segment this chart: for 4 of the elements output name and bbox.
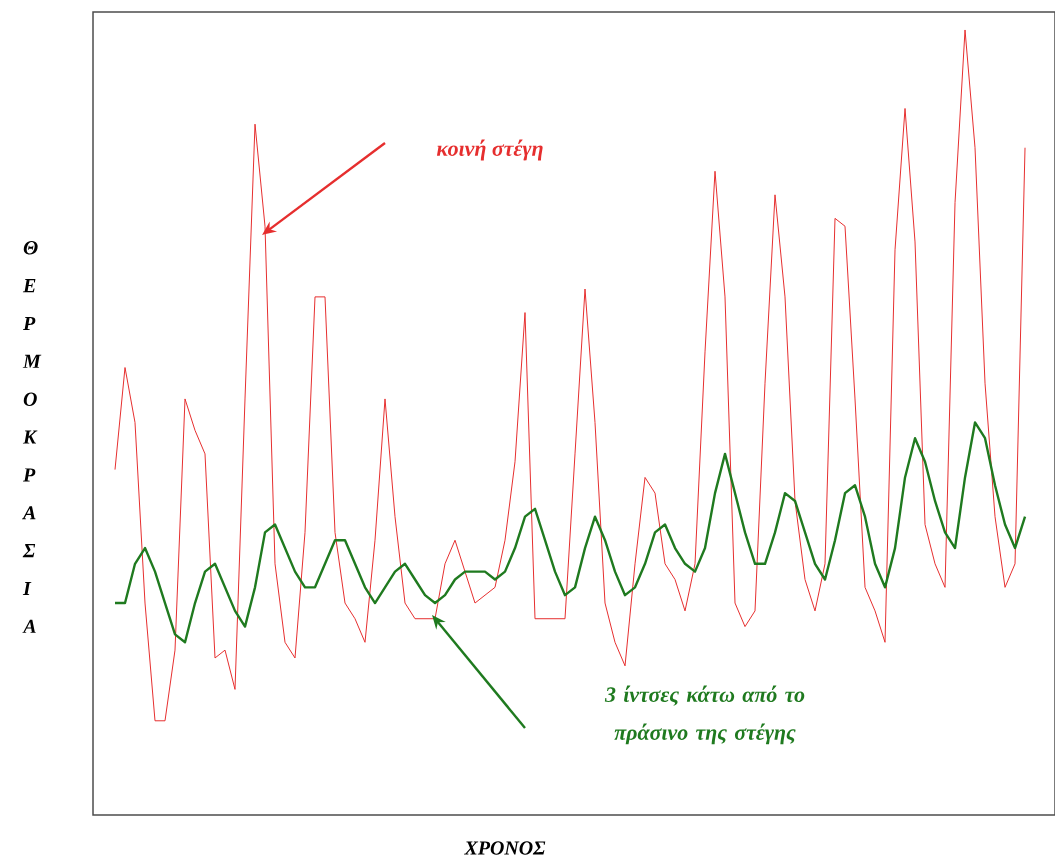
annotation: 3 ίντσες κάτω από το πράσινο της στέγης: [604, 685, 805, 745]
text: ΘΕΡΜΟΚΡΑΣΙΑ: [22, 241, 42, 633]
x-axis-title: ΧΡΟΝΟΣ: [464, 841, 546, 855]
annotation: κοινή στέγη: [436, 139, 543, 161]
